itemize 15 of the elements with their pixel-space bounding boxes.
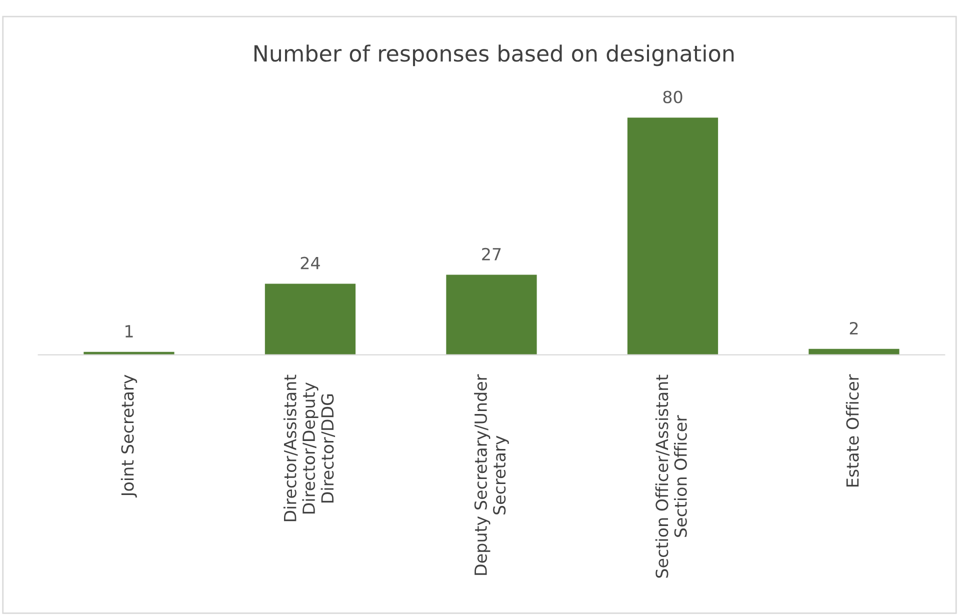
x-tick-label: Estate Officer [846, 374, 859, 486]
x-tick-label: Section Officer/Assistant Section Officer [655, 374, 687, 578]
bar [627, 118, 718, 355]
data-label: 1 [126, 325, 133, 338]
data-label: 27 [482, 248, 501, 260]
x-tick-label: Director/Assistant Director/Deputy Director/DDG [284, 374, 336, 522]
data-label: 80 [663, 90, 682, 104]
data-label: 24 [300, 256, 320, 270]
bar [264, 284, 356, 355]
data-label: 2 [850, 322, 858, 334]
x-tick-label: Deputy Secretary/Under Secretary [474, 374, 509, 575]
x-tick-label: Joint Secretary [120, 374, 138, 498]
chart-title: Number of responses based on designation [254, 44, 734, 66]
bar [808, 348, 900, 355]
bar [446, 274, 537, 355]
